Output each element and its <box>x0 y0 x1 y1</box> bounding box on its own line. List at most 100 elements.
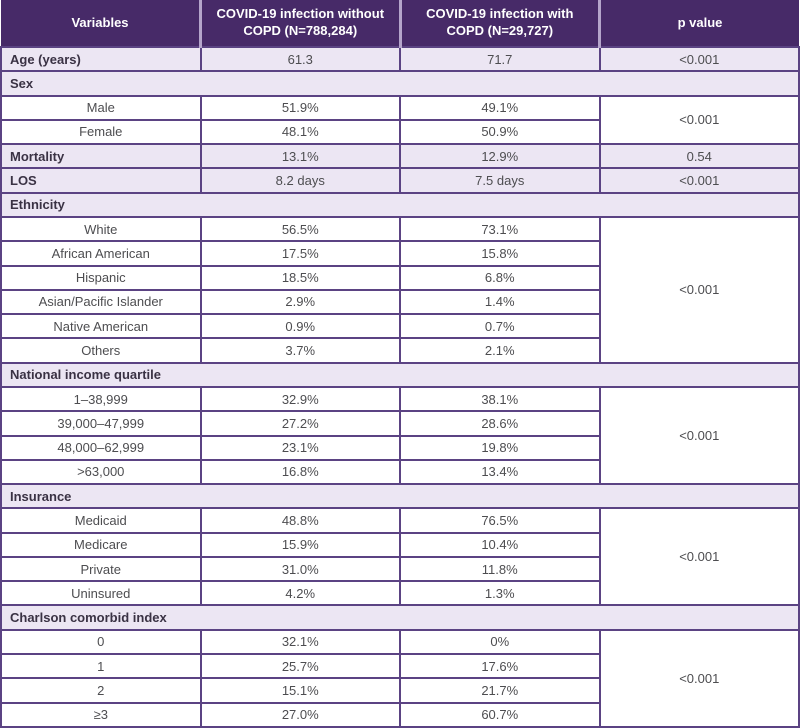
value-cell-with-copd: 21.7% <box>399 677 601 704</box>
value-cell-with-copd: 17.6% <box>399 653 601 680</box>
p-value-cell: <0.001 <box>598 94 800 146</box>
variable-cell: Others <box>0 337 202 364</box>
value-cell-without-copd: 0.9% <box>199 313 401 340</box>
table-row-private: Private 31.0% 11.8% <box>0 555 799 583</box>
variable-cell: White <box>0 215 202 243</box>
variable-cell: 0 <box>0 628 202 656</box>
p-value-cell: 0.54 <box>598 143 800 170</box>
p-value-cell: <0.001 <box>598 45 800 73</box>
section-header-cell: Charlson comorbid index <box>0 604 800 631</box>
value-cell-with-copd: 15.8% <box>399 240 601 267</box>
value-cell-without-copd: 32.1% <box>199 628 401 656</box>
value-cell-with-copd: 76.5% <box>399 507 601 534</box>
section-header-cell: Insurance <box>0 483 800 510</box>
variable-cell: Uninsured <box>0 580 202 607</box>
value-cell-without-copd: 17.5% <box>199 240 401 267</box>
table-row-charlson-3plus: ≥3 27.0% 60.7% <box>0 701 799 728</box>
value-cell-with-copd: 0% <box>399 628 601 656</box>
variable-cell: 2 <box>0 677 202 704</box>
variable-cell: Medicare <box>0 531 202 558</box>
table-row-asian-pacific-islander: Asian/Pacific Islander 2.9% 1.4% <box>0 288 799 316</box>
value-cell-without-copd: 25.7% <box>199 653 401 680</box>
value-cell-without-copd: 32.9% <box>199 385 401 413</box>
section-header-cell: Sex <box>0 70 800 97</box>
table-row-income-q4: >63,000 16.8% 13.4% <box>0 458 799 486</box>
value-cell-with-copd: 60.7% <box>399 701 601 728</box>
column-header-variables: Variables <box>1 0 201 47</box>
variable-cell: Female <box>0 118 202 146</box>
table-row-uninsured: Uninsured 4.2% 1.3% <box>0 580 799 607</box>
value-cell-with-copd: 38.1% <box>399 385 601 413</box>
p-value-cell: <0.001 <box>598 385 800 486</box>
column-header-without-copd: COVID-19 infection without COPD (N=788,2… <box>199 0 400 47</box>
value-cell-with-copd: 11.8% <box>399 555 601 583</box>
table-row-medicare: Medicare 15.9% 10.4% <box>0 531 799 558</box>
value-cell-without-copd: 48.8% <box>199 507 401 534</box>
value-cell-with-copd: 49.1% <box>399 94 601 121</box>
value-cell-with-copd: 7.5 days <box>399 167 601 194</box>
value-cell-without-copd: 48.1% <box>199 118 401 146</box>
table-row-male: Male 51.9% 49.1% <0.001 <box>0 94 800 146</box>
p-value-cell: <0.001 <box>598 167 800 194</box>
variable-cell: 48,000–62,999 <box>0 434 202 461</box>
value-cell-without-copd: 51.9% <box>199 94 401 121</box>
variable-cell: Mortality <box>0 143 202 170</box>
table-row-income-q1: 1–38,999 32.9% 38.1% <0.001 <box>0 385 800 486</box>
value-cell-without-copd: 27.2% <box>199 410 401 437</box>
section-row-sex: Sex <box>0 70 800 97</box>
variable-cell: 1 <box>0 653 202 680</box>
table-header: Variables COVID-19 infection without COP… <box>1 0 799 47</box>
variable-cell: >63,000 <box>0 458 202 486</box>
value-cell-with-copd: 13.4% <box>399 458 601 486</box>
variable-cell: LOS <box>0 167 202 194</box>
value-cell-without-copd: 2.9% <box>199 288 401 316</box>
table-row-income-q2: 39,000–47,999 27.2% 28.6% <box>0 410 799 437</box>
value-cell-with-copd: 71.7 <box>399 45 601 73</box>
table-row-others: Others 3.7% 2.1% <box>0 337 799 364</box>
value-cell-with-copd: 10.4% <box>399 531 601 558</box>
table-row-charlson-1: 1 25.7% 17.6% <box>0 653 799 680</box>
value-cell-without-copd: 3.7% <box>199 337 401 364</box>
table-row-hispanic: Hispanic 18.5% 6.8% <box>0 264 799 291</box>
table-row-native-american: Native American 0.9% 0.7% <box>0 313 799 340</box>
p-value-cell: <0.001 <box>598 628 800 728</box>
variable-cell: 39,000–47,999 <box>0 410 202 437</box>
value-cell-without-copd: 56.5% <box>199 215 401 243</box>
value-cell-without-copd: 4.2% <box>199 580 401 607</box>
section-row-national-income-quartile: National income quartile <box>0 361 800 388</box>
value-cell-without-copd: 8.2 days <box>199 167 401 194</box>
table-row-african-american: African American 17.5% 15.8% <box>0 240 799 267</box>
value-cell-with-copd: 1.4% <box>399 288 601 316</box>
value-cell-without-copd: 18.5% <box>199 264 401 291</box>
value-cell-without-copd: 23.1% <box>199 434 401 461</box>
table-row-white: White 56.5% 73.1% <0.001 <box>0 215 800 364</box>
section-header-cell: Ethnicity <box>0 191 800 218</box>
value-cell-with-copd: 73.1% <box>399 215 601 243</box>
table-row-los: LOS 8.2 days 7.5 days <0.001 <box>0 167 800 194</box>
section-row-ethnicity: Ethnicity <box>0 191 800 218</box>
table-row-female: Female 48.1% 50.9% <box>0 118 799 146</box>
table-row-charlson-0: 0 32.1% 0% <0.001 <box>0 628 800 728</box>
value-cell-without-copd: 15.1% <box>199 677 401 704</box>
section-header-cell: National income quartile <box>0 361 800 388</box>
value-cell-without-copd: 31.0% <box>199 555 401 583</box>
section-row-charlson-comorbid-index: Charlson comorbid index <box>0 604 800 631</box>
table-row-income-q3: 48,000–62,999 23.1% 19.8% <box>0 434 799 461</box>
variable-cell: Medicaid <box>0 507 202 534</box>
value-cell-without-copd: 15.9% <box>199 531 401 558</box>
table-row-mortality: Mortality 13.1% 12.9% 0.54 <box>0 143 800 170</box>
variable-cell: 1–38,999 <box>0 385 202 413</box>
value-cell-without-copd: 27.0% <box>199 701 401 728</box>
table-row-charlson-2: 2 15.1% 21.7% <box>0 677 799 704</box>
value-cell-without-copd: 16.8% <box>199 458 401 486</box>
value-cell-without-copd: 61.3 <box>199 45 401 73</box>
p-value-cell: <0.001 <box>598 507 800 607</box>
variable-cell: Private <box>0 555 202 583</box>
value-cell-with-copd: 50.9% <box>399 118 601 146</box>
column-header-with-copd: COVID-19 infection with COPD (N=29,727) <box>398 0 600 47</box>
variable-cell: Male <box>0 94 202 121</box>
header-row: Variables COVID-19 infection without COP… <box>1 0 799 47</box>
p-value-cell: <0.001 <box>598 215 800 364</box>
value-cell-with-copd: 28.6% <box>399 410 601 437</box>
